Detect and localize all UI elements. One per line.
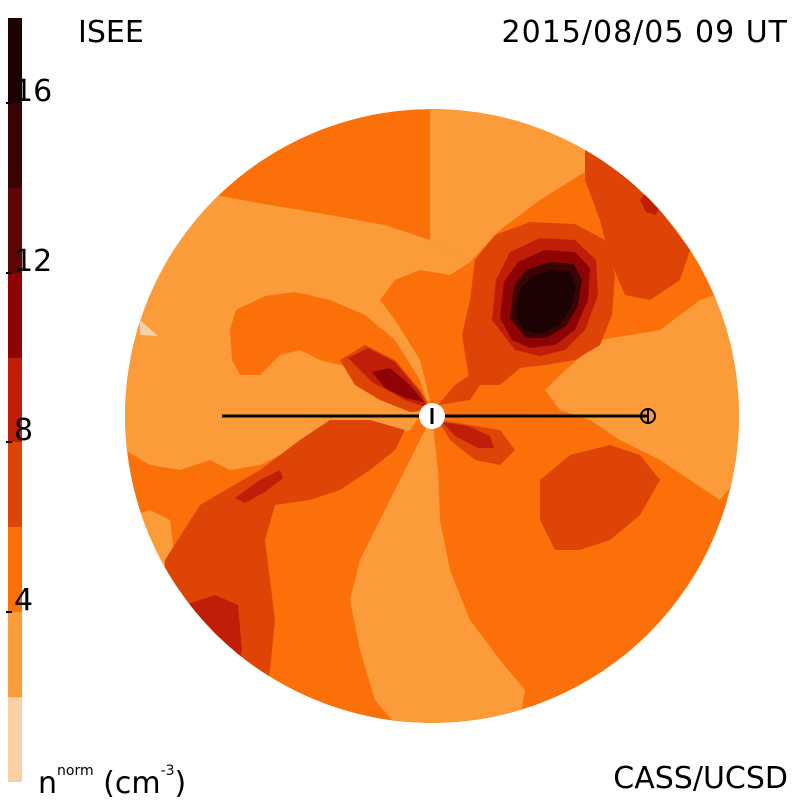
colorbar-band — [8, 527, 22, 613]
contour-edge-notch — [140, 320, 158, 336]
contour-light-lower — [350, 416, 525, 723]
colorbar-tick-mark — [6, 271, 12, 274]
colorbar-tick-label: 12 — [14, 243, 53, 279]
colorbar-tick-mark — [6, 611, 12, 614]
colorbar-tick-mark — [6, 441, 12, 444]
credit-label: CASS/UCSD — [613, 761, 788, 796]
quantity-units-label: nnorm (cm-3) — [38, 764, 186, 799]
colorbar-tick-label: 4 — [14, 583, 34, 619]
colorbar-band — [8, 187, 22, 273]
colorbar-band — [8, 697, 22, 782]
density-colorbar — [8, 18, 22, 782]
colorbar-band — [8, 442, 22, 528]
colorbar-band — [8, 102, 22, 188]
contour-center-right — [540, 445, 660, 550]
earth-marker — [640, 408, 656, 424]
colorbar-band — [8, 612, 22, 698]
contour-lower-left-core — [185, 595, 242, 680]
contour-light-right — [545, 290, 739, 500]
colorbar-band — [8, 357, 22, 443]
colorbar-band — [8, 18, 22, 103]
unit-base: (cm — [103, 766, 161, 801]
quantity-base: n — [38, 766, 58, 801]
unit-superscript: -3 — [160, 763, 175, 779]
instrument-label: ISEE — [78, 15, 144, 50]
colorbar-band — [8, 272, 22, 358]
timestamp-label: 2015/08/05 09 UT — [501, 15, 788, 50]
contour-petal-core — [372, 368, 424, 402]
quantity-superscript: norm — [57, 763, 94, 779]
contour-lower-left-streak — [235, 470, 283, 503]
contour-blob-peak — [516, 270, 576, 334]
unit-close: ) — [174, 766, 187, 801]
colorbar-tick-mark — [6, 101, 12, 104]
colorbar-tick-label: 8 — [14, 413, 34, 449]
colorbar-tick-label: 16 — [14, 73, 53, 109]
contour-petal-lower-right — [442, 422, 494, 448]
contour-near-sun-upper — [438, 375, 480, 405]
